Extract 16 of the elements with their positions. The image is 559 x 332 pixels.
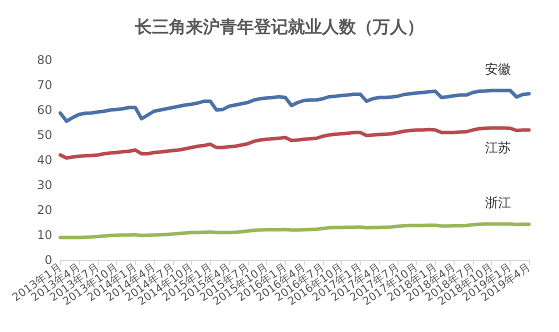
y-tick-label: 10 bbox=[37, 228, 52, 242]
y-tick-label: 70 bbox=[37, 78, 52, 92]
y-tick-label: 0 bbox=[44, 253, 52, 267]
line-series bbox=[58, 222, 531, 240]
y-tick-label: 80 bbox=[37, 53, 52, 67]
y-tick-label: 30 bbox=[37, 178, 52, 192]
line-series bbox=[58, 88, 531, 123]
y-tick-label: 20 bbox=[37, 203, 52, 217]
y-tick-label: 50 bbox=[37, 128, 52, 142]
series-label: 江苏 bbox=[484, 141, 511, 156]
series-label: 安徽 bbox=[484, 62, 511, 78]
line-series bbox=[58, 126, 531, 160]
chart-title: 长三角来沪青年登记就业人数（万人） bbox=[134, 18, 424, 38]
y-tick-label: 40 bbox=[37, 153, 52, 167]
series-label: 浙江 bbox=[484, 196, 511, 211]
y-tick-label: 60 bbox=[37, 103, 52, 117]
